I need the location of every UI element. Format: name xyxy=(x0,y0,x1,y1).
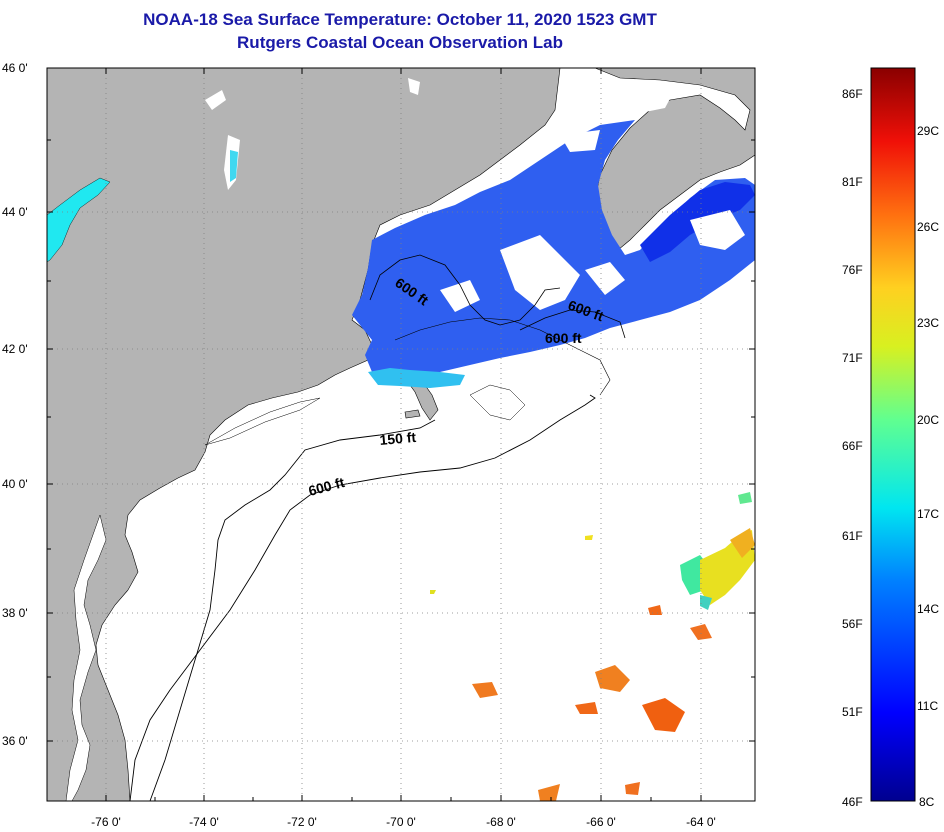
sst-patch-orange xyxy=(472,682,498,698)
sst-patch-orange xyxy=(595,665,630,692)
contour-600ft-georges xyxy=(519,309,626,339)
lon-label-74: -74 0' xyxy=(189,815,219,829)
sst-patch-green-small xyxy=(738,492,752,504)
sst-patch-orange xyxy=(648,605,662,615)
colorbar-f-label: 71F xyxy=(842,351,863,365)
colorbar-f-label: 76F xyxy=(842,263,863,277)
contour-600ft-gulf xyxy=(369,254,561,326)
map-subtitle: Rutgers Coastal Ocean Observation Lab xyxy=(237,33,563,52)
contour-label-shelf-150: 150 ft xyxy=(379,429,417,448)
sst-patch-orange xyxy=(538,784,560,801)
chesapeake-bay xyxy=(65,514,107,801)
sst-patch-yellow-small xyxy=(430,590,436,594)
lake-ontario xyxy=(47,177,111,263)
inland-lake xyxy=(408,78,420,95)
inland-lake xyxy=(640,88,672,112)
graticule xyxy=(47,68,755,801)
colorbar-f-label: 66F xyxy=(842,439,863,453)
cloud-patch xyxy=(560,130,600,152)
contour-label-georges-600-b: 600 ft xyxy=(545,330,582,346)
colorbar-f-label: 51F xyxy=(842,705,863,719)
colorbar-f-label: 81F xyxy=(842,175,863,189)
sst-patch-yellow-small xyxy=(585,535,593,540)
sst-cape-cod-cyan xyxy=(368,368,465,388)
long-island-sound xyxy=(204,397,321,446)
colorbar-c-label: 23C xyxy=(917,316,939,330)
cloud-patch xyxy=(500,235,580,310)
sst-patch-orange xyxy=(690,624,712,640)
tick-marks xyxy=(47,67,755,801)
colorbar-f-label: 86F xyxy=(842,87,863,101)
sst-patch-orange xyxy=(575,702,598,714)
colorbar-c-label: 14C xyxy=(917,602,939,616)
colorbar-f-label: 61F xyxy=(842,529,863,543)
colorbar-c-label: 11C xyxy=(917,699,938,713)
lat-label-36: 36 0' xyxy=(2,734,28,748)
nantucket-island xyxy=(404,409,421,419)
lon-label-66: -66 0' xyxy=(586,815,616,829)
inland-lake xyxy=(205,90,226,110)
lon-label-64: -64 0' xyxy=(686,815,716,829)
cloud-patch xyxy=(585,262,625,295)
colorbar-f-label: 46F xyxy=(842,795,863,809)
lon-label-70: -70 0' xyxy=(386,815,416,829)
sst-patch-cyan-small xyxy=(700,595,712,610)
land-mainland xyxy=(47,68,561,801)
lat-label-38: 38 0' xyxy=(2,606,28,620)
temperature-colorbar xyxy=(870,67,916,802)
map-title: NOAA-18 Sea Surface Temperature: October… xyxy=(143,10,657,29)
contour-600ft-shelf xyxy=(129,394,596,801)
sst-patch-orange xyxy=(625,782,640,795)
cloud-patch xyxy=(440,280,480,312)
sst-patch-orange xyxy=(642,698,685,732)
colorbar-f-label: 56F xyxy=(842,617,863,631)
contour-150ft-shelf xyxy=(149,419,436,801)
lon-label-72: -72 0' xyxy=(287,815,317,829)
lat-label-44: 44 0' xyxy=(2,205,28,219)
lon-label-68: -68 0' xyxy=(486,815,516,829)
sst-patch-orange-yellow xyxy=(730,528,755,558)
colorbar-c-label: 29C xyxy=(917,124,939,138)
contour-detail xyxy=(394,317,611,396)
cloud-patch xyxy=(690,210,745,250)
lat-label-42: 42 0' xyxy=(2,342,28,356)
colorbar-c-label: 17C xyxy=(917,507,939,521)
lon-label-76: -76 0' xyxy=(91,815,121,829)
colorbar-c-label: 20C xyxy=(917,413,939,427)
colorbar-c-label: 26C xyxy=(917,220,939,234)
inland-lake xyxy=(230,150,238,182)
lat-label-40: 40 0' xyxy=(2,477,28,491)
lat-label-46: 46 0' xyxy=(2,61,28,75)
colorbar-c-label: 8C xyxy=(919,795,935,809)
contour-detail xyxy=(469,384,526,421)
